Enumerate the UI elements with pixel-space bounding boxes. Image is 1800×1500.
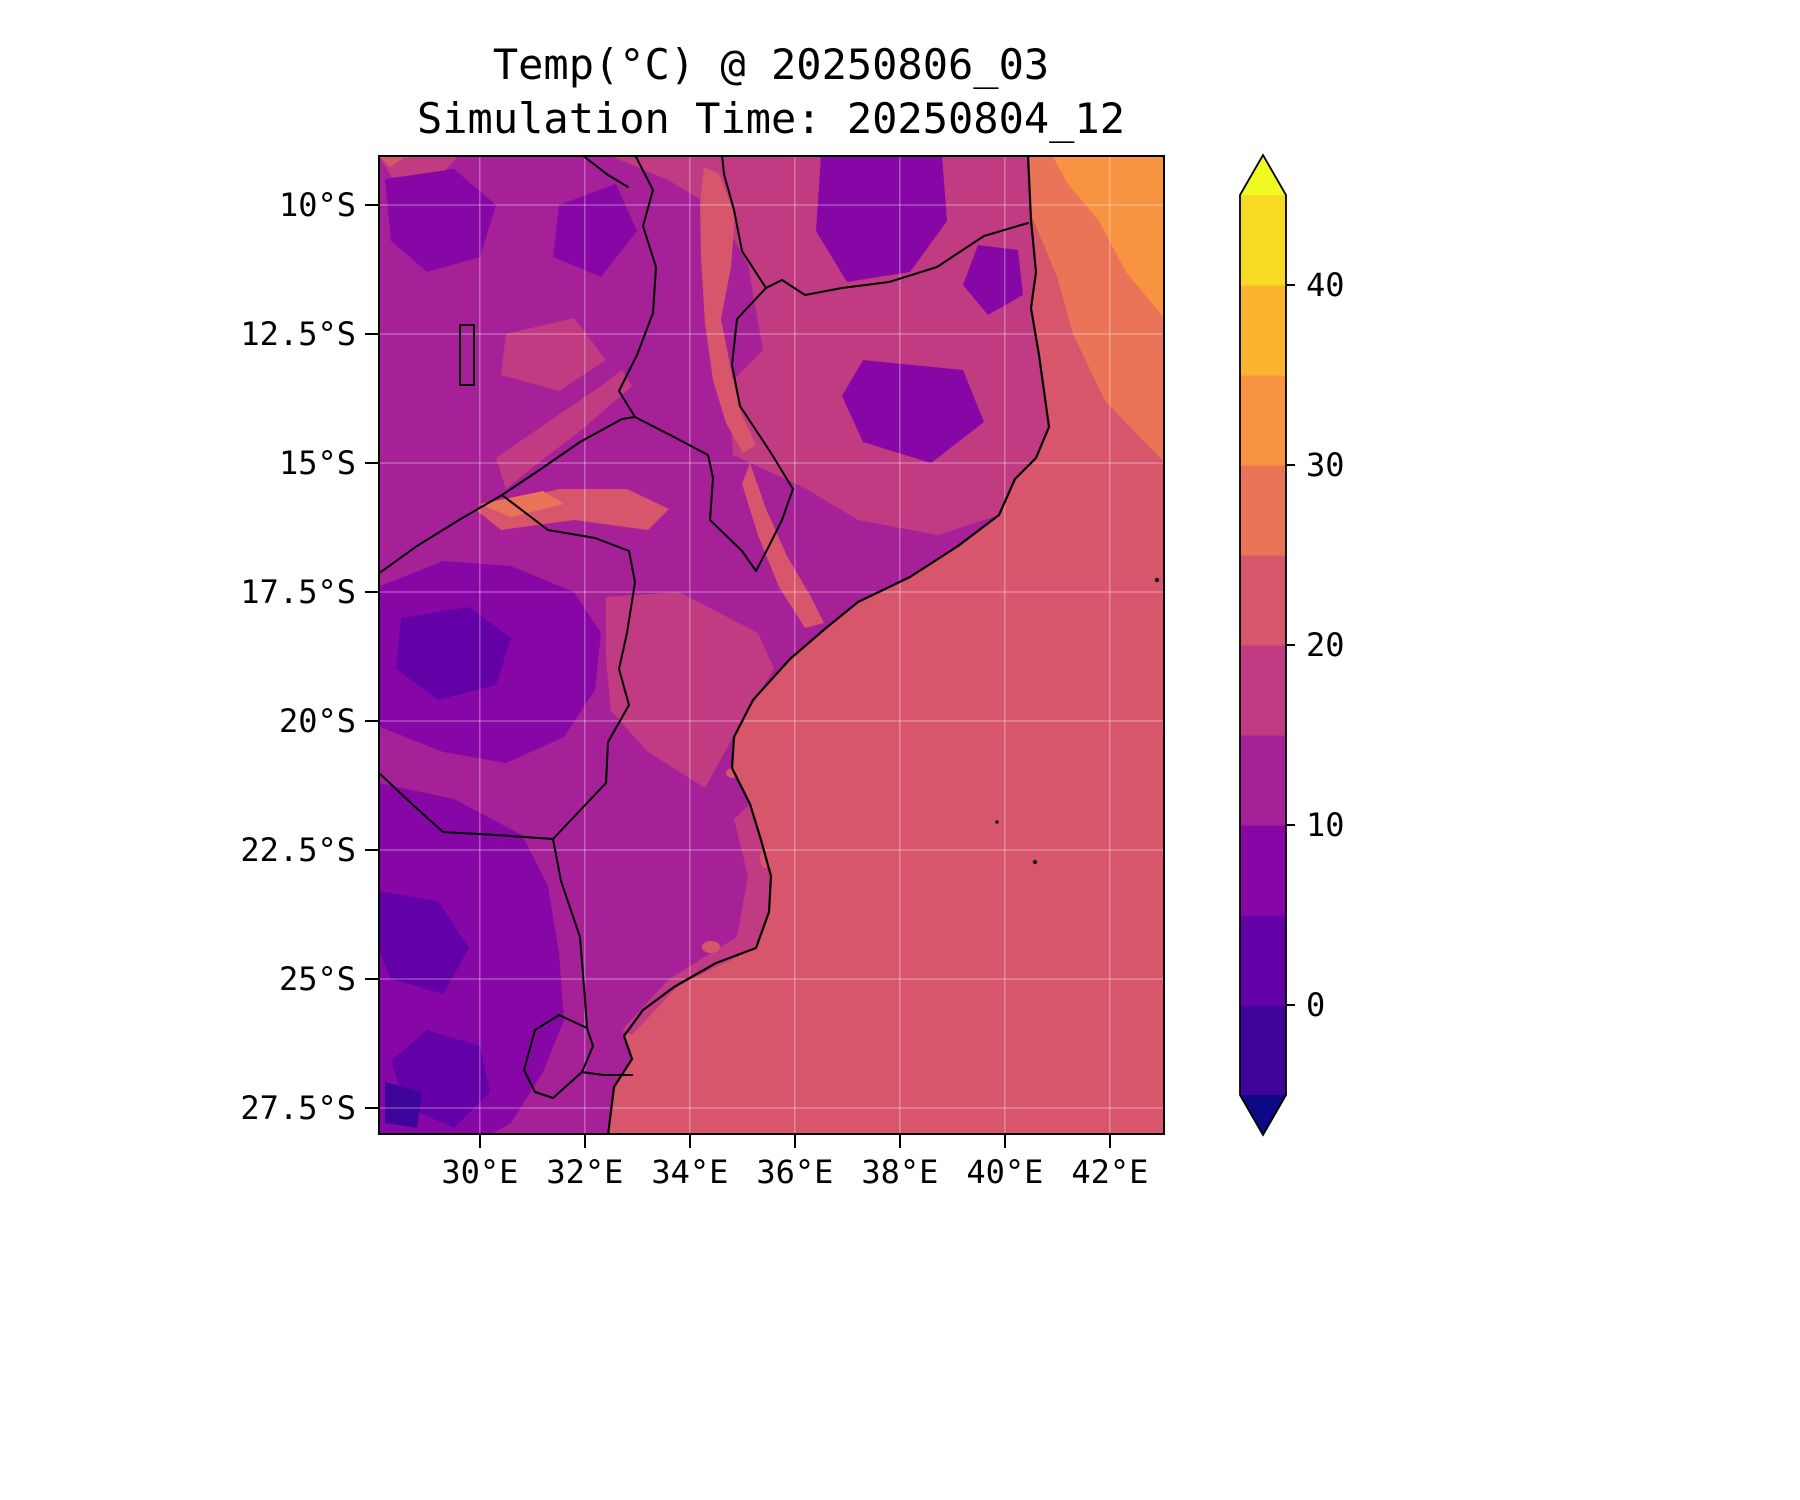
colorbar-over-arrow	[1240, 155, 1286, 195]
northwest-corner-warm-spot	[378, 155, 408, 167]
border-limpopo	[442, 831, 554, 840]
plot-subtitle-simulation-time: Simulation Time: 20250804_12	[416, 94, 1125, 143]
y-tick-mark	[365, 590, 378, 594]
temp-region-north-cool-patch	[963, 245, 1023, 315]
y-tick-label: 15°S	[278, 444, 356, 483]
colorbar-segment	[1240, 915, 1286, 1006]
island-dot	[1154, 577, 1160, 583]
colorbar-tick-label: 40	[1306, 266, 1345, 304]
colorbar-outline	[1239, 153, 1287, 1137]
colorbar-segment	[1240, 645, 1286, 736]
y-tick-mark	[365, 332, 378, 336]
y-tick-label: 10°S	[278, 186, 356, 225]
x-tick-mark	[898, 1135, 902, 1148]
temperature-map	[378, 155, 1165, 1135]
colorbar-segment	[1240, 375, 1286, 466]
y-tick-mark	[365, 977, 378, 981]
y-tick-label: 20°S	[278, 702, 356, 741]
ocean-warmest-corner	[1052, 155, 1165, 319]
y-tick-label: 27.5°S	[240, 1089, 356, 1128]
x-tick-mark	[1003, 1135, 1007, 1148]
colorbar-segment	[1240, 825, 1286, 916]
northwest-cool-patch	[385, 169, 496, 272]
colorbar-tick-label: 20	[1306, 626, 1345, 664]
x-tick-mark	[583, 1135, 587, 1148]
coastal-warm-spot	[671, 994, 683, 1002]
border-zambia-mozambique	[501, 416, 636, 496]
x-tick-mark	[478, 1135, 482, 1148]
y-tick-label: 22.5°S	[240, 831, 356, 870]
border-southafrica-mozambique	[552, 838, 588, 1029]
x-tick-label: 32°E	[546, 1153, 624, 1191]
border-rovuma	[765, 222, 1029, 296]
x-tick-label: 38°E	[861, 1153, 939, 1191]
border-botswana-zimbabwe	[378, 771, 444, 833]
y-tick-label: 17.5°S	[240, 573, 356, 612]
y-tick-mark	[365, 203, 378, 207]
colorbar-segment	[1240, 735, 1286, 826]
island-dots	[995, 577, 1160, 865]
zimbabwe-plateau-cold-core	[396, 607, 511, 700]
colorbar-segment	[1240, 1005, 1286, 1096]
y-tick-label: 12.5°S	[240, 315, 356, 354]
border-zimbabwe-mozambique	[501, 494, 636, 840]
y-tick-mark	[365, 848, 378, 852]
colorbar-svg: 0 10 20 30 40	[1239, 153, 1345, 1137]
border-eswatini	[523, 1014, 594, 1099]
y-tick-label: 25°S	[278, 960, 356, 999]
border-zambia-zimbabwe	[378, 494, 503, 575]
border-tanzania-zambia	[581, 155, 629, 188]
sofala-warm-region	[606, 592, 774, 788]
plot-title: Temp(°C) @ 20250806_03	[492, 40, 1050, 89]
y-tick-mark	[365, 461, 378, 465]
border-south-coastal	[581, 1071, 633, 1076]
country-borders	[378, 155, 1029, 1099]
map-clip-group	[378, 155, 1165, 1135]
colorbar-segment	[1240, 285, 1286, 376]
colorbar-under-arrow	[1240, 1095, 1286, 1135]
map-axes	[378, 155, 1165, 1135]
northwest-cool-patch	[553, 184, 637, 277]
y-tick-mark	[365, 719, 378, 723]
y-tick-mark	[365, 1106, 378, 1110]
coastal-warm-spot	[702, 941, 720, 953]
x-tick-label: 42°E	[1071, 1153, 1149, 1191]
colorbar-segment	[1240, 195, 1286, 286]
island-dot	[995, 820, 999, 824]
colorbar-segment	[1240, 465, 1286, 556]
ocean-warm-band	[879, 155, 1165, 463]
x-tick-label: 34°E	[651, 1153, 729, 1191]
colorbar-tick-label: 30	[1306, 446, 1345, 484]
southwest-coldest-patch	[385, 1082, 422, 1128]
zambezi-valley-hot-core	[480, 491, 564, 517]
x-tick-mark	[688, 1135, 692, 1148]
x-tick-label: 30°E	[441, 1153, 519, 1191]
colorbar-tick-label: 10	[1306, 806, 1345, 844]
lake-malawi-warm-strip	[700, 167, 756, 453]
temp-region-north-cool-patch	[842, 360, 984, 463]
temp-region-north-cool-patch	[816, 155, 947, 282]
x-tick-label: 36°E	[756, 1153, 834, 1191]
colorbar: 0 10 20 30 40	[1238, 150, 1498, 1150]
axes-frame	[378, 155, 1165, 1135]
coastline	[606, 155, 1051, 1135]
luangwa-valley-warm-band	[496, 370, 632, 489]
zambia-warm-patch	[501, 318, 606, 391]
shire-valley-warm-streak	[742, 463, 824, 628]
graticule-gridlines	[378, 155, 1165, 1135]
island-dot	[1032, 859, 1038, 865]
border-malawi	[618, 155, 794, 572]
colorbar-tick-label: 0	[1306, 986, 1325, 1024]
southwest-cold-patch	[378, 891, 469, 994]
small-lake-outline	[459, 324, 475, 386]
x-tick-label: 40°E	[966, 1153, 1044, 1191]
x-tick-mark	[1108, 1135, 1112, 1148]
colorbar-segment	[1240, 555, 1286, 646]
x-tick-mark	[793, 1135, 797, 1148]
